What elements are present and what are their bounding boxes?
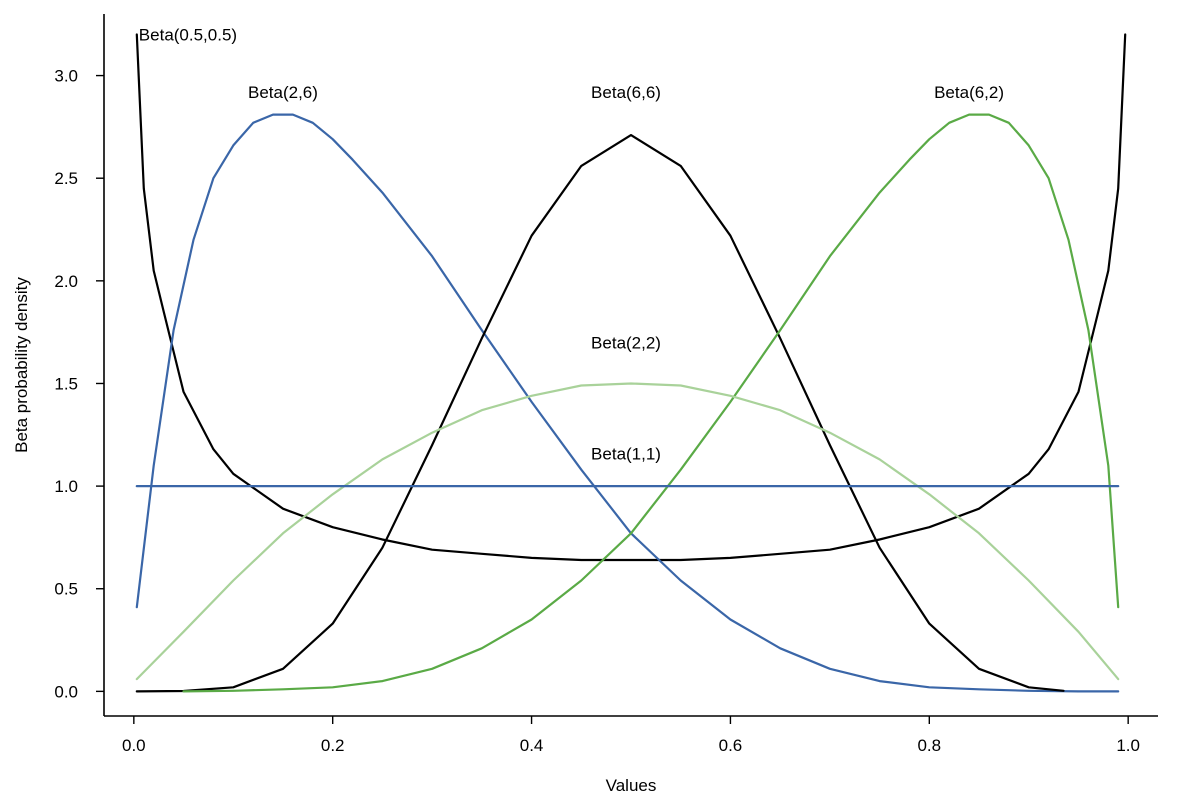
series-label: Beta(6,6) (591, 83, 661, 102)
y-tick-label: 1.0 (54, 477, 78, 496)
x-tick-label: 0.8 (917, 736, 941, 755)
series-line (137, 384, 1118, 680)
series-line (184, 115, 1119, 692)
series-labels: Beta(0.5,0.5) Beta(2,6) Beta(6,6) Beta(6,2)… (139, 26, 1004, 464)
y-tick-label: 3.0 (54, 67, 78, 86)
series-label: Beta(2,6) (248, 83, 318, 102)
series-label: Beta(1,1) (591, 444, 661, 463)
x-tick-label: 0.6 (719, 736, 743, 755)
y-tick-label: 2.5 (54, 169, 78, 188)
y-tick-label: 0.0 (54, 682, 78, 701)
series-line (137, 135, 1064, 691)
y-axis-ticks: 0.0 0.5 1.0 1.5 2.0 2.5 3.0 (54, 67, 104, 702)
series-layer (137, 35, 1125, 692)
x-tick-label: 0.2 (321, 736, 345, 755)
series-label: Beta(0.5,0.5) (139, 26, 237, 45)
y-tick-label: 0.5 (54, 580, 78, 599)
y-tick-label: 1.5 (54, 374, 78, 393)
x-tick-label: 0.4 (520, 736, 544, 755)
series-line (137, 115, 1118, 692)
x-axis-title: Values (606, 776, 657, 795)
y-tick-label: 2.0 (54, 272, 78, 291)
x-tick-label: 1.0 (1116, 736, 1140, 755)
x-tick-label: 0.0 (122, 736, 146, 755)
series-line (137, 35, 1125, 561)
series-label: Beta(2,2) (591, 333, 661, 352)
y-axis-title: Beta probability density (12, 277, 31, 453)
x-axis-ticks: 0.0 0.2 0.4 0.6 0.8 1.0 (122, 716, 1140, 755)
series-label: Beta(6,2) (934, 83, 1004, 102)
